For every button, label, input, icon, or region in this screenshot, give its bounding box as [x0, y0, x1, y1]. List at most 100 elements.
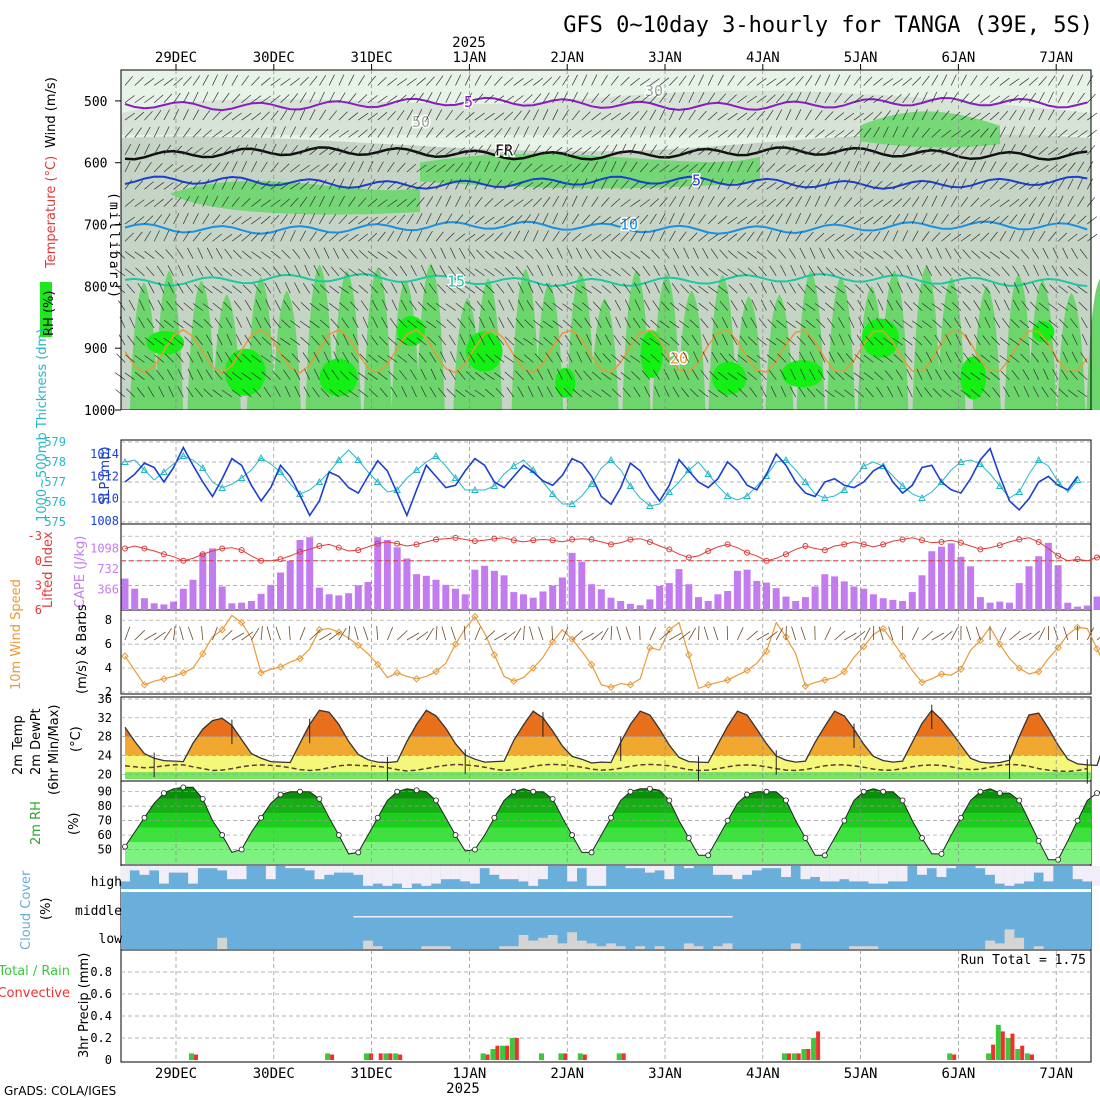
cloud-low-bar: [567, 932, 577, 949]
wind-barb: [176, 248, 184, 259]
wind-barb: [300, 336, 310, 346]
wind-barb: [358, 129, 368, 138]
wind-barb: [144, 77, 155, 86]
wind-barb: [281, 249, 291, 259]
rh2m-line: [124, 786, 1100, 861]
wind-barb: [709, 371, 719, 380]
wind-barb: [591, 74, 598, 86]
rh2m-point: [433, 797, 439, 804]
wind-barb: [921, 231, 930, 242]
wind-barb: [127, 335, 135, 346]
wind-barb: [290, 164, 300, 173]
wind-barb: [795, 92, 802, 103]
wind-barb: [435, 91, 442, 103]
wind-barb: [1038, 109, 1045, 121]
wind-barb: [124, 144, 132, 155]
wind-barb: [973, 300, 981, 311]
thickness-point: [587, 479, 596, 487]
wind-barb: [290, 320, 301, 329]
wind-barb: [610, 216, 622, 225]
wind-barb: [309, 212, 316, 225]
wind-barb: [387, 230, 395, 242]
wind-barb: [758, 266, 767, 277]
wind-barb: [814, 163, 824, 173]
wind-barb: [814, 213, 822, 225]
wind-barb: [185, 283, 194, 294]
wind-barb: [484, 160, 491, 173]
cloud-low-bar: [868, 946, 879, 949]
wind10-speed-point: [860, 642, 868, 651]
wind-barb: [225, 352, 233, 363]
wind-barb: [396, 78, 408, 86]
wind-barb: [173, 320, 184, 329]
wind-barb: [926, 247, 933, 259]
cloud-high-clear: [645, 866, 655, 873]
wind-barb: [622, 387, 631, 398]
wind-barb: [943, 266, 952, 277]
wind-barb: [205, 369, 213, 380]
wind-barb: [503, 180, 513, 190]
wind-barb: [786, 337, 796, 346]
wind-barb: [808, 265, 816, 277]
wind-barb: [834, 215, 844, 225]
cloud-middle-mark: [713, 916, 723, 918]
wind-barb: [367, 372, 378, 380]
cape-bar: [626, 603, 634, 610]
slp-tick-label: 1012: [90, 469, 119, 483]
wind-barb: [834, 145, 844, 155]
wind-barb: [183, 230, 190, 242]
wind-barb: [737, 268, 748, 277]
wind-barb: [1048, 213, 1055, 225]
wind-barb: [571, 147, 583, 155]
wind-barb: [168, 385, 174, 398]
wind-barb: [688, 109, 696, 121]
wind-barb: [652, 300, 660, 311]
wind-barb: [283, 265, 291, 277]
cape-bar: [840, 581, 848, 610]
wind-barb: [669, 109, 675, 121]
cape-bar: [850, 586, 858, 610]
wind10-speed-point: [471, 612, 479, 621]
rh2m-point: [238, 846, 245, 853]
wind-barb: [805, 75, 813, 86]
wind-barb: [158, 386, 165, 398]
wind-barb: [1011, 369, 1020, 380]
cloud-low-bar: [518, 935, 529, 949]
wind-barb: [883, 354, 894, 363]
wind-barb: [474, 216, 485, 225]
thickness-point: [257, 453, 265, 461]
wind-barb: [134, 251, 145, 259]
wind-barb: [313, 368, 320, 380]
wind-barb: [661, 352, 670, 363]
wind-barb: [1067, 111, 1077, 121]
wind-barb: [496, 283, 505, 294]
wind-barb: [630, 215, 640, 225]
rh2m-point: [646, 785, 653, 792]
wind-barb: [118, 300, 126, 311]
wind-barb: [527, 386, 534, 398]
wind-barb: [202, 91, 209, 103]
lifted-index-point: [957, 539, 964, 546]
wind-barb: [533, 77, 544, 86]
wind-barb: [367, 144, 375, 155]
wind-barb: [1031, 352, 1039, 363]
cloud-middle-mark: [440, 916, 451, 918]
wind-barb: [649, 182, 660, 190]
wind-barb: [163, 93, 173, 103]
thickness-point: [704, 469, 713, 477]
wind10-speed-point: [821, 676, 829, 684]
cloud-middle-mark: [654, 916, 665, 918]
wind10-speed-point: [374, 660, 382, 669]
precip-convective-bar: [514, 1038, 519, 1060]
wind-barb: [494, 95, 505, 104]
cloud-high-clear: [120, 866, 130, 882]
thickness-tick-label: 579: [44, 435, 66, 449]
wind-axis-label: Wind (m/s): [44, 77, 59, 148]
wind-barb: [309, 302, 320, 311]
wind10-barb: [571, 630, 583, 641]
lifted-index-point: [821, 547, 828, 554]
wind-barb: [290, 337, 301, 346]
wind-barb: [513, 215, 523, 225]
cloud-middle-mark: [586, 916, 597, 918]
wind10-barb: [328, 631, 341, 641]
